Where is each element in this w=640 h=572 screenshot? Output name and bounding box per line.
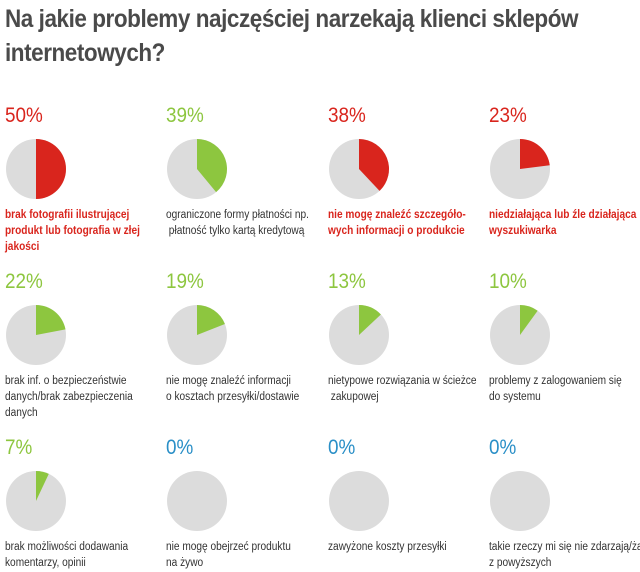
percent-label: 23% bbox=[489, 104, 527, 127]
label-line: jakości bbox=[5, 241, 40, 253]
pie-slice bbox=[520, 139, 550, 169]
label-line: nie mogę znaleźć szczegóło- bbox=[328, 209, 466, 221]
label-line: do systemu bbox=[489, 391, 541, 403]
item-label: zawyżone koszty przesyłki bbox=[328, 539, 447, 555]
item-label: brak inf. o bezpieczeństwie danych/brak z… bbox=[5, 373, 133, 421]
label-line: o kosztach przesyłki/dostawie bbox=[166, 391, 300, 403]
label-line: wych informacji o produkcie bbox=[328, 225, 465, 237]
page-title: Na jakie problemy najczęściej narzekają … bbox=[5, 5, 579, 67]
label-line: płatność tylko kartą kredytową bbox=[166, 225, 305, 237]
label-line: niedziałająca lub źle działająca bbox=[489, 209, 637, 221]
label-line: ograniczone formy płatności np. bbox=[166, 209, 309, 221]
label-line: danych bbox=[5, 407, 38, 419]
label-line: nietypowe rozwiązania w ścieżce bbox=[328, 375, 477, 387]
item-label: ograniczone formy płatności np. płatność… bbox=[166, 207, 309, 239]
pie-chart bbox=[329, 139, 389, 199]
label-line: produkt lub fotografia w złej bbox=[5, 225, 140, 237]
pie-chart bbox=[167, 139, 227, 199]
item-label: brak fotografii ilustrującej produkt lub … bbox=[5, 207, 140, 255]
item-label: brak możliwości dodawania komentarzy, opi… bbox=[5, 539, 128, 571]
label-line: nie mogę znaleźć informacji bbox=[166, 375, 291, 387]
label-line: problemy z zalogowaniem się bbox=[489, 375, 622, 387]
percent-label: 10% bbox=[489, 270, 527, 293]
pie-chart bbox=[167, 471, 227, 531]
item-label: takie rzeczy mi się nie zdarzają/żadne z … bbox=[489, 539, 640, 571]
label-line: zakupowej bbox=[328, 391, 379, 403]
pie-chart bbox=[6, 305, 66, 365]
item-label: nie mogę znaleźć szczegóło-wych informac… bbox=[328, 207, 466, 239]
percent-label: 0% bbox=[328, 436, 356, 459]
item-label: nie mogę obejrzeć produktu na żywo bbox=[166, 539, 291, 571]
pie-remainder bbox=[167, 471, 227, 531]
label-line: takie rzeczy mi się nie zdarzają/żadne bbox=[489, 541, 640, 553]
item-label: nie mogę znaleźć informacji o kosztach pr… bbox=[166, 373, 299, 405]
pie-slice bbox=[36, 471, 49, 501]
label-line: brak inf. o bezpieczeństwie bbox=[5, 375, 127, 387]
pie-slice bbox=[36, 305, 66, 335]
label-line: z powyższych bbox=[489, 557, 552, 569]
label-line: danych/brak zabezpieczenia bbox=[5, 391, 133, 403]
percent-label: 22% bbox=[5, 270, 43, 293]
pie-chart bbox=[6, 139, 66, 199]
item-label: niedziałająca lub źle działająca wyszukiw… bbox=[489, 207, 636, 239]
pie-slice bbox=[359, 305, 381, 335]
pie-chart bbox=[490, 139, 550, 199]
pie-chart bbox=[490, 471, 550, 531]
pie-remainder bbox=[490, 471, 550, 531]
pie-chart bbox=[6, 471, 66, 531]
pie-slice bbox=[520, 305, 538, 335]
pie-chart bbox=[490, 305, 550, 365]
percent-label: 19% bbox=[166, 270, 204, 293]
label-line: nie mogę obejrzeć produktu bbox=[166, 541, 291, 553]
pie-slice bbox=[36, 139, 66, 199]
percent-label: 13% bbox=[328, 270, 366, 293]
label-line: na żywo bbox=[166, 557, 204, 569]
percent-label: 39% bbox=[166, 104, 204, 127]
pie-remainder bbox=[329, 471, 389, 531]
label-line: brak fotografii ilustrującej bbox=[5, 209, 130, 221]
label-line: brak możliwości dodawania bbox=[5, 541, 129, 553]
percent-label: 0% bbox=[489, 436, 517, 459]
pie-chart bbox=[329, 471, 389, 531]
label-line: wyszukiwarka bbox=[489, 225, 557, 237]
percent-label: 7% bbox=[5, 436, 33, 459]
percent-label: 38% bbox=[328, 104, 366, 127]
label-line: zawyżone koszty przesyłki bbox=[328, 541, 447, 553]
label-line: komentarzy, opinii bbox=[5, 557, 86, 569]
percent-label: 0% bbox=[166, 436, 194, 459]
pie-slice bbox=[197, 305, 225, 335]
pie-slice bbox=[197, 139, 227, 193]
item-label: problemy z zalogowaniem się do systemu bbox=[489, 373, 622, 405]
pie-chart bbox=[329, 305, 389, 365]
pie-chart bbox=[167, 305, 227, 365]
percent-label: 50% bbox=[5, 104, 43, 127]
pie-slice bbox=[359, 139, 389, 191]
item-label: nietypowe rozwiązania w ścieżce zakupowe… bbox=[328, 373, 477, 405]
